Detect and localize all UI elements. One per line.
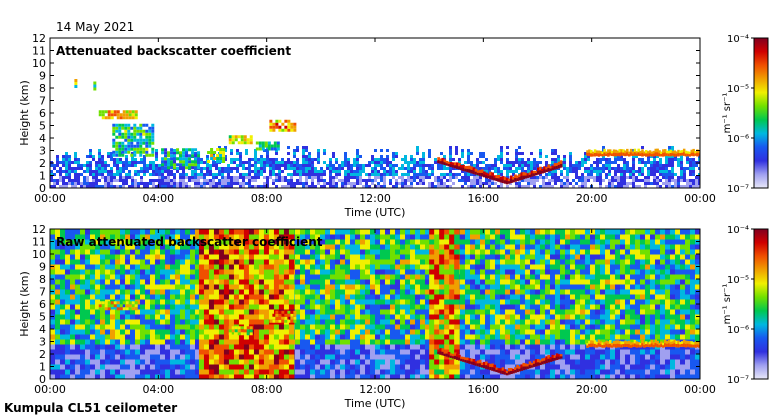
date-label: 14 May 2021 bbox=[56, 20, 135, 34]
colorbar-gradient bbox=[753, 37, 769, 189]
colorbar-tick-label: 10⁻⁷ bbox=[727, 375, 749, 386]
y-tick-label: 10 bbox=[32, 57, 46, 70]
x-tick-label: 12:00 bbox=[359, 383, 391, 396]
heatmap-noise-field bbox=[50, 229, 700, 379]
heatmap-cloud-base bbox=[586, 148, 700, 157]
heatmap-cloud bbox=[93, 81, 97, 91]
colorbar-units: m⁻¹ sr⁻¹ bbox=[722, 93, 733, 134]
y-tick-label: 7 bbox=[39, 95, 46, 108]
y-tick-label: 0 bbox=[39, 182, 46, 195]
x-tick-label: 08:00 bbox=[251, 383, 283, 396]
colorbar-tick-label: 10⁻⁴ bbox=[727, 34, 749, 45]
y-tick-label: 1 bbox=[39, 361, 46, 374]
y-tick-label: 5 bbox=[39, 311, 46, 324]
y-tick-label: 11 bbox=[32, 45, 46, 58]
colorbar-tick-label: 10⁻⁴ bbox=[727, 225, 749, 236]
y-tick-label: 8 bbox=[39, 82, 46, 95]
heatmap-cloud bbox=[74, 79, 78, 88]
heatmap-cloud bbox=[98, 110, 138, 120]
colorbar-tick-label: 10⁻⁶ bbox=[727, 134, 749, 145]
colorbar-tick-label: 10⁻⁵ bbox=[727, 275, 749, 286]
colorbar: 10⁻⁴ 10⁻⁵ 10⁻⁶ 10⁻⁷ m⁻¹ sr⁻¹ bbox=[722, 34, 769, 195]
x-tick-label: 16:00 bbox=[467, 383, 499, 396]
y-tick-label: 12 bbox=[32, 32, 46, 45]
x-tick-label: 04:00 bbox=[142, 192, 174, 205]
colorbar-tick-label: 10⁻⁷ bbox=[727, 184, 749, 195]
panel-2: Raw attenuated backscatter coefficient01… bbox=[18, 223, 769, 410]
heatmap-cloud bbox=[228, 135, 253, 145]
colorbar-tick-label: 10⁻⁶ bbox=[727, 325, 749, 336]
y-tick-label: 10 bbox=[32, 248, 46, 261]
y-tick-label: 6 bbox=[39, 298, 46, 311]
x-axis-label: Time (UTC) bbox=[344, 206, 406, 219]
colorbar-tick-label: 10⁻⁵ bbox=[727, 84, 749, 95]
y-tick-label: 1 bbox=[39, 170, 46, 183]
y-tick-label: 9 bbox=[39, 70, 46, 83]
plot-title: Attenuated backscatter coefficient bbox=[56, 44, 291, 58]
y-tick-label: 4 bbox=[39, 323, 46, 336]
x-tick-label: 16:00 bbox=[467, 192, 499, 205]
heatmap-cloud bbox=[269, 119, 297, 132]
y-tick-label: 3 bbox=[39, 336, 46, 349]
heatmap-cloud bbox=[112, 123, 155, 157]
heatmap-noise-bright bbox=[429, 229, 460, 379]
x-tick-label: 20:00 bbox=[576, 383, 608, 396]
x-tick-label: 12:00 bbox=[359, 192, 391, 205]
x-tick-label: 00:00 bbox=[34, 192, 66, 205]
x-tick-label: 00:00 bbox=[684, 383, 716, 396]
x-tick-label: 08:00 bbox=[251, 192, 283, 205]
y-tick-label: 5 bbox=[39, 120, 46, 133]
y-tick-label: 3 bbox=[39, 145, 46, 158]
heatmap-cloud bbox=[269, 310, 297, 323]
colorbar-gradient bbox=[753, 228, 769, 380]
y-tick-label: 9 bbox=[39, 261, 46, 274]
heatmap-cloud bbox=[207, 148, 226, 163]
y-tick-label: 11 bbox=[32, 236, 46, 249]
heatmap-cloud bbox=[255, 141, 280, 151]
x-axis-label: Time (UTC) bbox=[344, 397, 406, 410]
instrument-label: Kumpula CL51 ceilometer bbox=[4, 401, 178, 415]
x-tick-label: 20:00 bbox=[576, 192, 608, 205]
y-tick-label: 2 bbox=[39, 157, 46, 170]
x-tick-label: 00:00 bbox=[684, 192, 716, 205]
y-tick-label: 6 bbox=[39, 107, 46, 120]
heatmap-cloud bbox=[161, 148, 201, 170]
y-axis-label: Height (km) bbox=[18, 80, 31, 146]
heatmap-field bbox=[50, 79, 700, 188]
heatmap-cloud-base bbox=[437, 157, 563, 185]
heatmap-noise-bright bbox=[198, 229, 295, 379]
heatmap-cloud bbox=[98, 301, 138, 311]
x-tick-label: 04:00 bbox=[142, 383, 174, 396]
y-tick-label: 0 bbox=[39, 373, 46, 386]
y-tick-label: 12 bbox=[32, 223, 46, 236]
colorbar-units: m⁻¹ sr⁻¹ bbox=[722, 284, 733, 325]
panel-1: Attenuated backscatter coefficient012345… bbox=[18, 32, 769, 219]
y-tick-label: 8 bbox=[39, 273, 46, 286]
heatmap-cloud-base bbox=[586, 339, 700, 348]
heatmap-cloud-base bbox=[437, 348, 563, 376]
y-tick-label: 4 bbox=[39, 132, 46, 145]
x-tick-label: 00:00 bbox=[34, 383, 66, 396]
y-tick-label: 2 bbox=[39, 348, 46, 361]
heatmap-cloud bbox=[228, 326, 253, 336]
plot-title: Raw attenuated backscatter coefficient bbox=[56, 235, 323, 249]
y-axis-label: Height (km) bbox=[18, 271, 31, 337]
heatmap-field bbox=[50, 229, 700, 379]
colorbar: 10⁻⁴ 10⁻⁵ 10⁻⁶ 10⁻⁷ m⁻¹ sr⁻¹ bbox=[722, 225, 769, 386]
y-tick-label: 7 bbox=[39, 286, 46, 299]
